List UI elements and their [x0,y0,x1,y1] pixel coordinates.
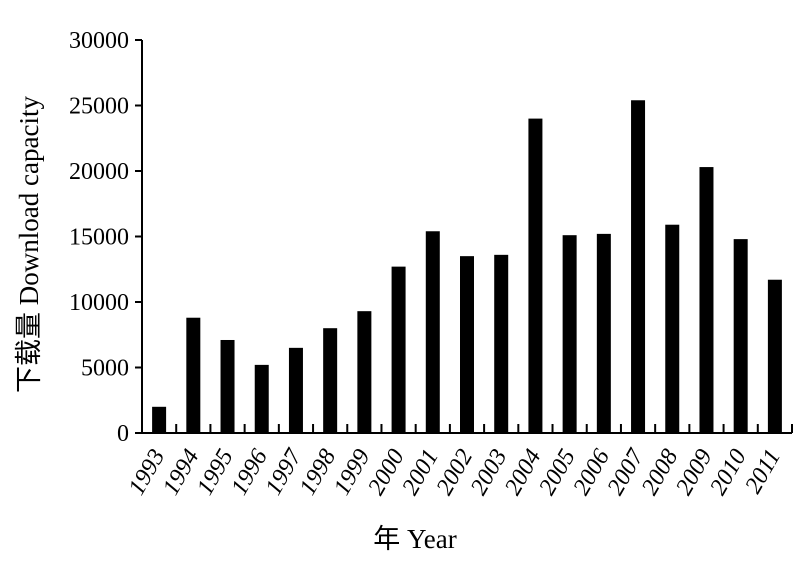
y-tick-label: 15000 [69,225,129,251]
x-tick-label: 2002 [432,445,479,500]
y-tick-label: 5000 [81,356,129,382]
x-tick-label: 2004 [500,445,547,500]
bar-2004 [528,118,543,433]
bar-1995 [220,339,235,433]
bar-2006 [596,233,611,433]
y-tick-label: 10000 [69,290,129,316]
x-tick-label: 1996 [226,445,273,500]
x-tick-label: 1993 [124,445,171,500]
x-tick-label: 1997 [261,444,308,499]
bar-1993 [152,406,167,433]
bars-group [152,100,782,433]
bar-1997 [288,347,303,433]
bar-2000 [391,266,406,433]
bar-1999 [357,311,372,433]
y-tick-label: 25000 [69,94,129,120]
x-tick-label: 2008 [637,445,684,500]
x-tick-label: 1995 [192,445,239,500]
x-tick-label: 2009 [671,445,718,500]
bar-2009 [699,167,714,433]
x-tick-label: 2006 [569,445,616,500]
bar-2005 [562,235,577,433]
x-tick-label: 1998 [295,445,342,500]
bar-2001 [425,231,440,433]
x-axis-title: 年 Year [373,524,457,554]
bar-1994 [186,317,201,433]
y-tick-label: 30000 [69,28,129,54]
bar-2010 [733,239,748,433]
bar-2008 [665,224,680,433]
x-tick-label: 1994 [158,445,205,500]
bar-1998 [323,328,338,433]
bar-1996 [254,364,269,433]
x-ticks-group: 1993199419951996199719981999200020012002… [124,424,793,500]
y-ticks-group: 0 5000 10000 15000 20000 25000 30000 [69,28,142,447]
x-tick-label: 2010 [705,445,752,500]
bar-2007 [631,100,646,433]
x-tick-label: 2005 [534,445,581,500]
x-tick-label: 2001 [397,445,444,500]
bar-2011 [767,279,782,433]
x-tick-label: 1999 [329,445,376,500]
bar-2003 [494,254,509,433]
bar-2002 [460,256,474,433]
x-tick-label: 2007 [603,444,650,499]
x-tick-label: 2000 [363,445,410,500]
x-tick-label: 2011 [740,445,786,498]
y-tick-label: 20000 [69,159,129,185]
y-axis-title: 下载量 Download capacity [14,96,44,393]
y-tick-label: 0 [117,421,129,447]
x-tick-label: 2003 [466,445,513,500]
